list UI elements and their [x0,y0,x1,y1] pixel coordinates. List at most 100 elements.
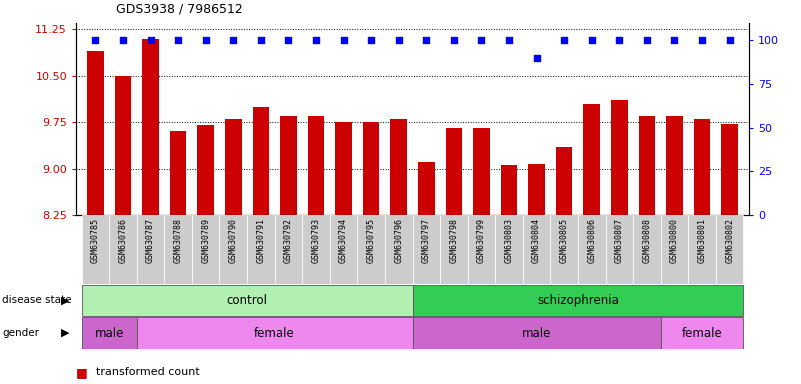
Bar [473,128,489,215]
Text: schizophrenia: schizophrenia [537,294,619,307]
Text: GSM630794: GSM630794 [339,218,348,263]
Bar [87,51,103,215]
Bar [578,215,606,284]
Bar [192,215,219,284]
Text: GSM630796: GSM630796 [394,218,403,263]
Point [530,55,543,61]
Bar [611,101,628,215]
Point [364,37,377,43]
Text: GSM630805: GSM630805 [560,218,569,263]
Point [144,37,157,43]
Bar [164,215,192,284]
Bar [413,285,743,316]
Bar [115,76,131,215]
Bar [501,166,517,215]
Point [668,37,681,43]
Text: ▶: ▶ [62,295,70,306]
Bar [666,116,682,215]
Bar [390,119,407,215]
Bar [275,215,302,284]
Bar [638,116,655,215]
Bar [330,215,357,284]
Text: gender: gender [2,328,39,338]
Text: male: male [522,327,551,339]
Text: GSM630800: GSM630800 [670,218,679,263]
Bar [357,215,385,284]
Bar [109,215,137,284]
Text: GSM630792: GSM630792 [284,218,293,263]
Text: GSM630806: GSM630806 [587,218,596,263]
Text: GSM630801: GSM630801 [698,218,706,263]
Text: GSM630787: GSM630787 [146,218,155,263]
Bar [694,119,710,215]
Bar [633,215,661,284]
Text: transformed count: transformed count [96,367,200,377]
Text: GSM630785: GSM630785 [91,218,100,263]
Bar [661,318,743,349]
Point [641,37,654,43]
Text: GSM630797: GSM630797 [422,218,431,263]
Bar [308,116,324,215]
Text: ■: ■ [76,366,92,379]
Text: ▶: ▶ [62,328,70,338]
Bar [529,164,545,215]
Bar [336,122,352,215]
Bar [661,215,688,284]
Bar [495,215,523,284]
Bar [82,215,109,284]
Point [475,37,488,43]
Bar [385,215,413,284]
Text: GSM630802: GSM630802 [725,218,735,263]
Text: GSM630808: GSM630808 [642,218,651,263]
Bar [219,215,247,284]
Bar [523,215,550,284]
Text: GSM630788: GSM630788 [174,218,183,263]
Text: GSM630790: GSM630790 [229,218,238,263]
Point [199,37,212,43]
Bar [143,38,159,215]
Bar [606,215,633,284]
Bar [440,215,468,284]
Bar [468,215,495,284]
Point [117,37,130,43]
Point [695,37,708,43]
Text: female: female [254,327,295,339]
Point [337,37,350,43]
Point [89,37,102,43]
Bar [556,147,573,215]
Point [586,37,598,43]
Point [420,37,433,43]
Text: GSM630793: GSM630793 [312,218,320,263]
Bar [413,318,661,349]
Text: GSM630798: GSM630798 [449,218,458,263]
Bar [302,215,330,284]
Point [171,37,184,43]
Bar [225,119,242,215]
Point [448,37,461,43]
Point [723,37,736,43]
Text: GSM630804: GSM630804 [532,218,541,263]
Bar [688,215,716,284]
Point [392,37,405,43]
Bar [418,162,435,215]
Text: male: male [95,327,124,339]
Bar [445,128,462,215]
Bar [722,124,738,215]
Text: GSM630795: GSM630795 [367,218,376,263]
Text: GSM630803: GSM630803 [505,218,513,263]
Bar [247,215,275,284]
Point [502,37,515,43]
Text: disease state: disease state [2,295,72,306]
Bar [550,215,578,284]
Text: control: control [227,294,268,307]
Point [310,37,323,43]
Bar [137,215,164,284]
Bar [82,318,137,349]
Text: female: female [682,327,723,339]
Text: GSM630786: GSM630786 [119,218,127,263]
Point [255,37,268,43]
Bar [137,318,413,349]
Bar [413,215,440,284]
Bar [280,116,296,215]
Bar [716,215,743,284]
